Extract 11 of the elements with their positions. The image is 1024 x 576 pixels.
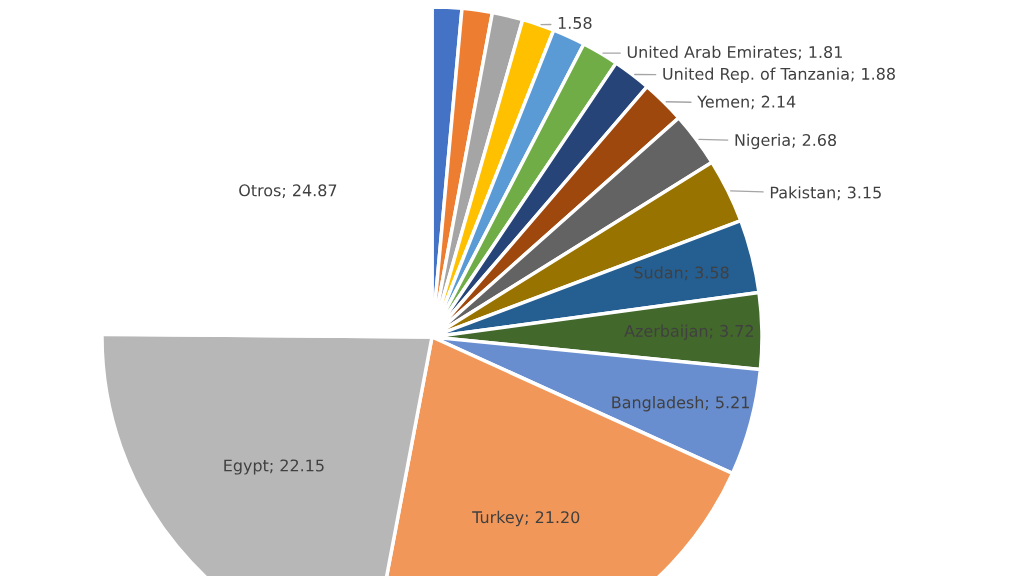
slice-label: Sudan; 3.58 bbox=[634, 266, 729, 281]
data-label: 1.58 bbox=[558, 16, 592, 29]
slice-label: Egypt; 22.15 bbox=[224, 459, 324, 475]
slice-label: United Rep. of Tanzania; 1.88 bbox=[663, 67, 895, 83]
slice-label: Pakistan; 3.15 bbox=[770, 186, 881, 201]
slice-label: United Arab Emirates; 1.81 bbox=[627, 45, 842, 60]
slice-label: Yemen; 2.14 bbox=[697, 95, 796, 110]
slice-label: Turkey; 21.20 bbox=[472, 510, 580, 527]
slice-label: Bangladesh; 5.21 bbox=[612, 396, 749, 412]
slice-label: Nigeria; 2.68 bbox=[735, 133, 837, 150]
slice-label: Otros; 24.87 bbox=[239, 184, 337, 198]
